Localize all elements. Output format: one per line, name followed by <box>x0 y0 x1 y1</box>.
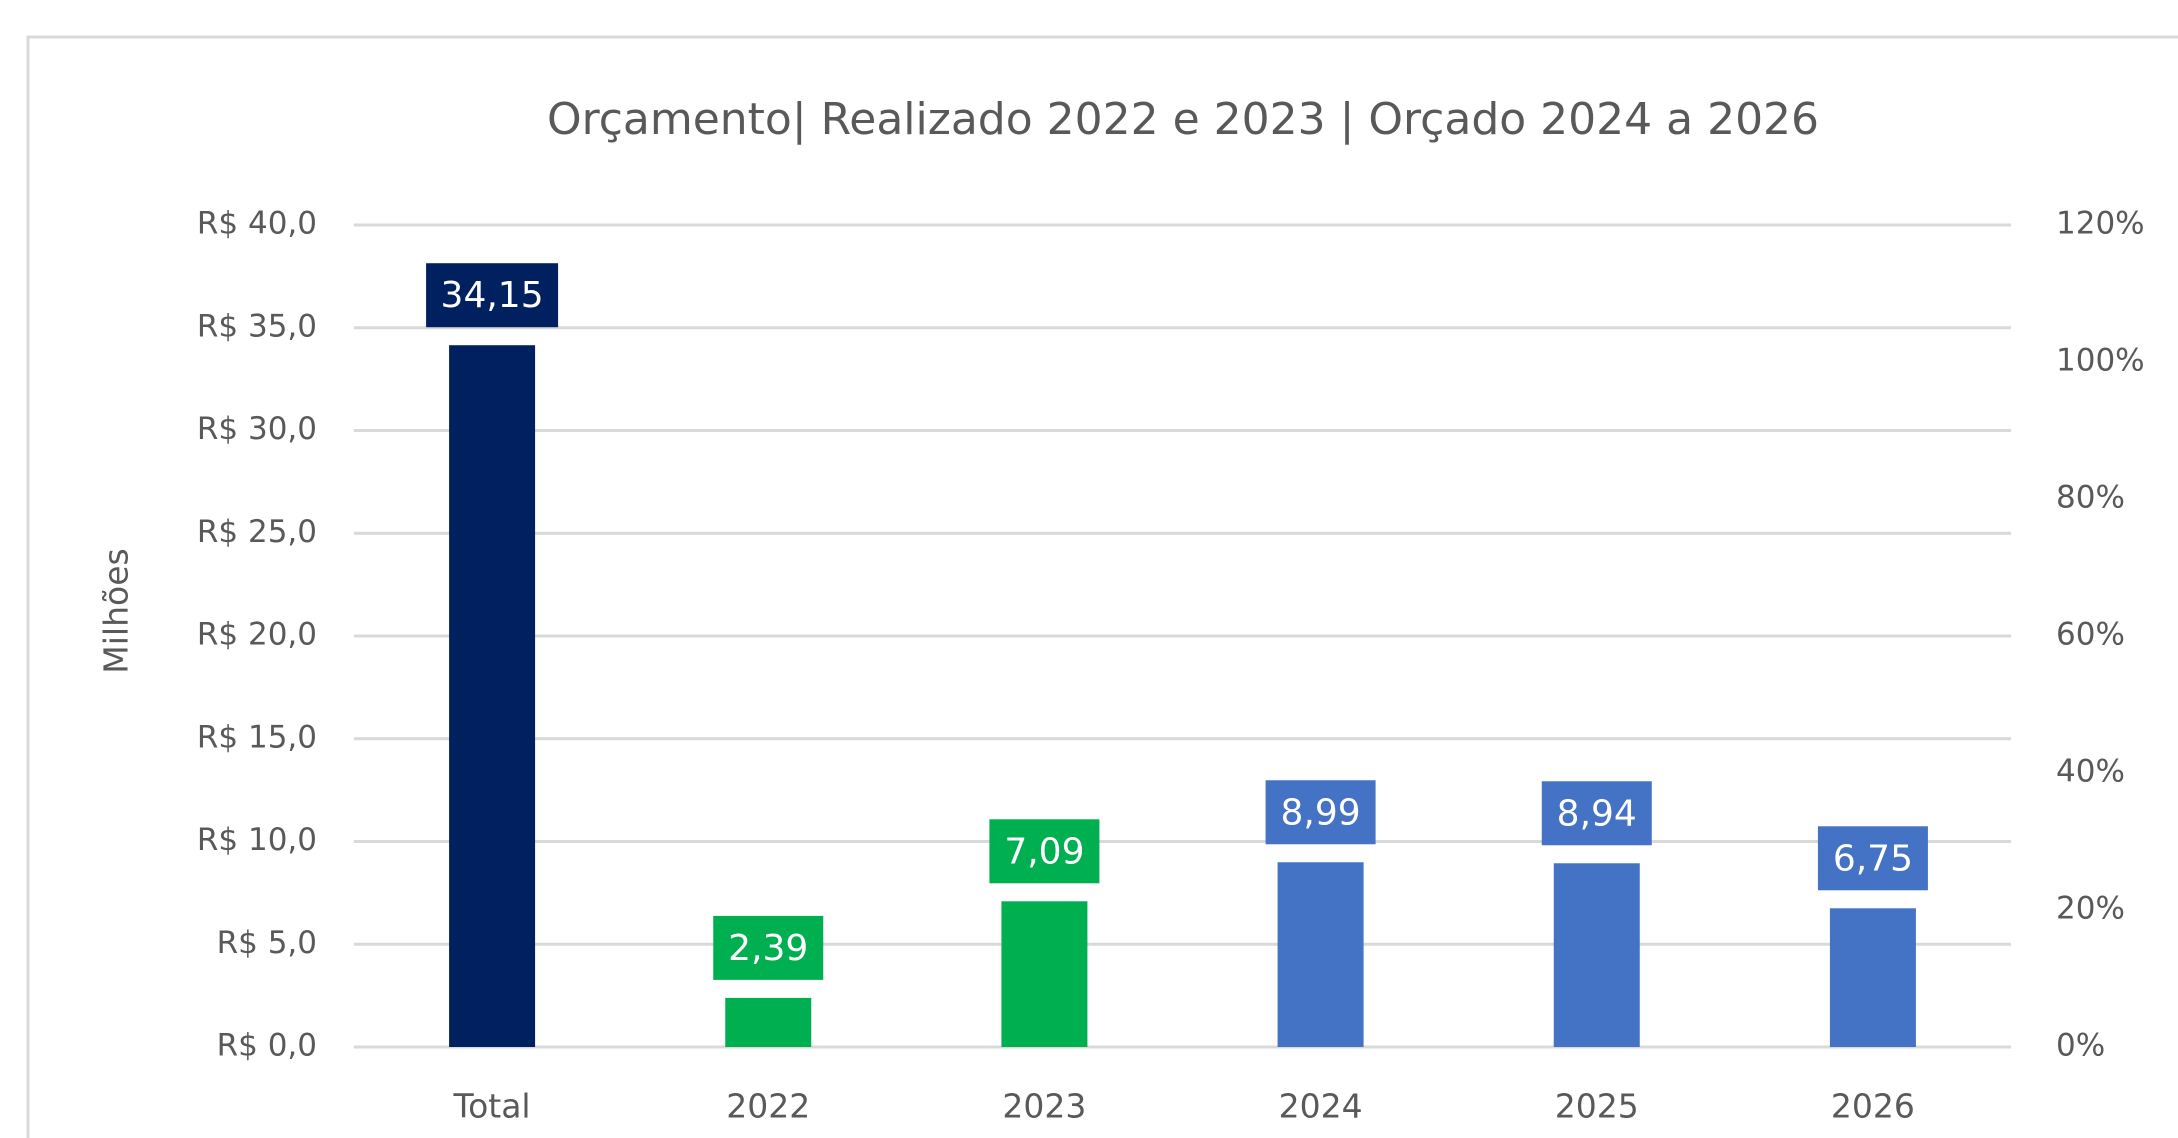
x-tick-label: 2026 <box>1831 1087 1915 1126</box>
x-tick-label: 2025 <box>1555 1087 1639 1126</box>
data-label: 8,94 <box>1557 793 1637 834</box>
data-label-box <box>1541 781 1652 846</box>
data-label-box <box>989 819 1100 884</box>
y2-tick-label: 20% <box>2056 891 2125 927</box>
y-tick-label: R$ 15,0 <box>197 719 317 755</box>
y2-tick-label: 120% <box>2056 206 2145 242</box>
y-tick-label: R$ 35,0 <box>197 308 317 344</box>
bar <box>725 997 812 1047</box>
y-tick-label: R$ 30,0 <box>197 411 317 447</box>
data-label: 2,39 <box>728 928 808 969</box>
y2-tick-label: 0% <box>2056 1028 2105 1064</box>
data-label: 8,99 <box>1281 792 1361 833</box>
data-label: 7,09 <box>1004 831 1084 872</box>
y-tick-label: R$ 10,0 <box>197 822 317 858</box>
data-label-box <box>1817 826 1928 891</box>
y-tick-label: R$ 20,0 <box>197 617 317 653</box>
data-label-box <box>426 263 559 328</box>
y-tick-label: R$ 25,0 <box>197 514 317 550</box>
y-tick-label: R$ 5,0 <box>217 925 317 961</box>
x-tick-label: 2023 <box>1002 1087 1086 1126</box>
bar <box>1553 863 1640 1047</box>
y-tick-label: R$ 40,0 <box>197 206 317 242</box>
y-tick-label: R$ 0,0 <box>217 1028 317 1064</box>
y-axis-title: Milhões <box>97 548 136 673</box>
y2-tick-label: 40% <box>2056 754 2125 790</box>
data-label-box <box>713 915 824 980</box>
bar <box>1829 908 1916 1047</box>
data-label: 34,15 <box>441 275 544 316</box>
chart-title: Orçamento| Realizado 2022 e 2023 | Orçad… <box>547 94 1819 145</box>
y2-tick-label: 60% <box>2056 617 2125 653</box>
x-tick-label: 2024 <box>1279 1087 1363 1126</box>
bar <box>1001 901 1088 1047</box>
y2-tick-label: 80% <box>2056 480 2125 516</box>
data-label: 6,75 <box>1833 838 1913 879</box>
y2-tick-label: 100% <box>2056 343 2145 379</box>
data-label-box <box>1265 780 1376 845</box>
bar <box>449 345 536 1047</box>
x-tick-label: 2022 <box>726 1087 810 1126</box>
chart-frame <box>26 35 2178 1138</box>
x-tick-label: Total <box>453 1087 531 1126</box>
bar <box>1277 862 1364 1047</box>
